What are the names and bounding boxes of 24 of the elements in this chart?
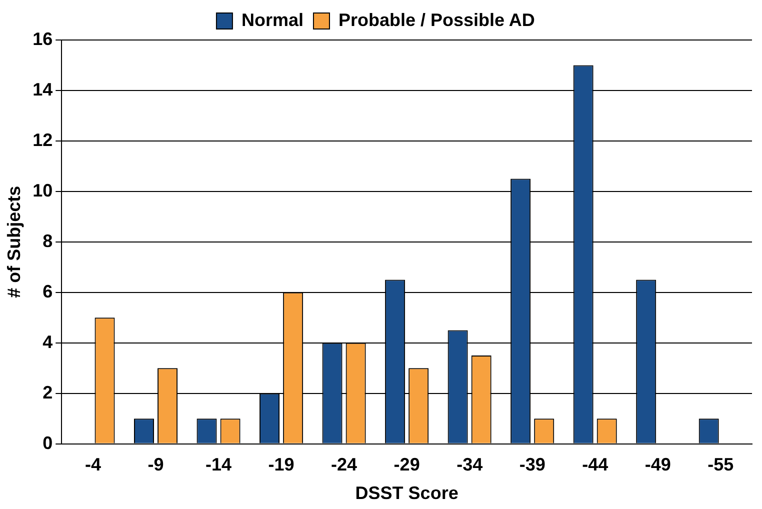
legend-label: Probable / Possible AD [338,10,535,30]
x-tick-label: -4 [84,454,102,475]
y-tick-label: 0 [42,432,53,453]
y-tick-label: 8 [42,230,53,251]
y-tick-label: 16 [32,28,53,49]
legend-label: Normal [241,10,304,30]
y-axis-title: # of Subjects [4,186,24,298]
y-tick-label: 4 [42,332,53,352]
y-tick-label: 12 [32,130,53,150]
x-tick-label: -34 [456,454,483,475]
y-tick-label: 6 [42,281,53,302]
y-tick-label: 14 [32,79,53,100]
y-tick-label: 10 [32,180,53,200]
x-tick-label: -29 [394,454,420,475]
x-tick-label: -9 [148,454,164,475]
x-tick-label: -39 [519,454,546,475]
x-tick-label: -44 [582,454,608,475]
x-axis-title: DSST Score [355,483,458,504]
x-tick-label: -55 [708,454,734,475]
x-tick-label: -19 [268,454,294,475]
x-tick-label: -14 [206,454,232,475]
y-tick-label: 2 [42,382,53,402]
x-tick-label: -24 [331,454,358,475]
x-tick-label: -49 [644,454,671,475]
